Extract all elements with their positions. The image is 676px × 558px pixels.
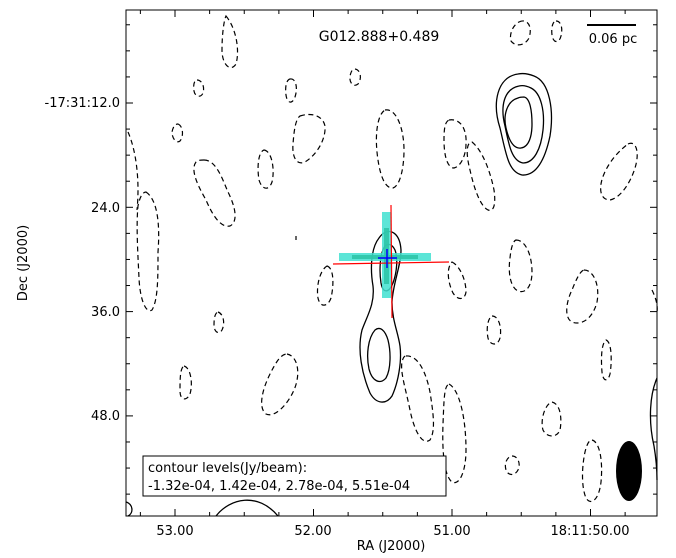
legend-levels: -1.32e-04, 1.42e-04, 2.78e-04, 5.51e-04	[148, 479, 410, 494]
negative-contour-e-2	[566, 269, 599, 324]
negative-contour-north-2	[509, 20, 531, 46]
negative-contour-se-2	[504, 455, 520, 476]
negative-contour-w-3	[257, 149, 274, 189]
negative-contour-e-1	[508, 239, 533, 293]
positive-contour-center-inner-top	[379, 243, 398, 292]
positive-contour-center-outer	[359, 230, 402, 403]
negative-contour-w-4	[136, 191, 160, 312]
y-tick-label-2: 24.0	[91, 201, 120, 216]
chart-title: G012.888+0.489	[319, 29, 440, 45]
x-axis-label: RA (J2000)	[357, 539, 426, 554]
positive-contour-east-edge	[649, 377, 658, 481]
negative-contour-n-4	[443, 119, 467, 169]
positive-contour-ne-inner	[504, 96, 533, 149]
negative-contour-west-edge	[127, 131, 139, 211]
positive-contour-ne-outer	[495, 72, 553, 176]
negative-contour-se-1	[541, 401, 562, 437]
negative-contour-center-1	[316, 265, 334, 306]
negative-contour-se-3	[581, 439, 603, 503]
negative-contour-w-2	[193, 159, 236, 227]
contour-lines	[125, 14, 658, 517]
scale-bar-label: 0.06 pc	[589, 32, 637, 47]
x-tick-label-2: 52.00	[294, 524, 331, 539]
beam-ellipse	[616, 441, 642, 501]
negative-contour-center-2	[447, 261, 467, 300]
negative-contour-ne-2	[600, 142, 638, 201]
negative-contour-w-1	[171, 123, 184, 143]
x-tick-label-4: 18:11:50.00	[550, 524, 629, 539]
negative-contour-ne-1	[466, 141, 496, 211]
x-tick-label-1: 53.00	[156, 524, 193, 539]
negative-contour-w-6	[179, 365, 192, 400]
negative-contour-w-5	[213, 311, 225, 334]
negative-contour-center-3	[486, 315, 502, 345]
positive-contour-center-inner-bottom	[367, 327, 391, 383]
positive-contour-south	[215, 499, 279, 517]
negative-contour-e-edge-1	[651, 289, 658, 313]
positive-contour-sw-corner	[125, 501, 133, 517]
red-cross-vertical	[390, 204, 393, 319]
legend-title: contour levels(Jy/beam):	[148, 461, 307, 476]
plot-frame	[125, 9, 658, 517]
y-axis-label: Dec (J2000)	[16, 225, 31, 301]
negative-contour-e-3	[600, 339, 612, 381]
positive-contour-ne-middle	[502, 84, 545, 164]
axis-ticks	[126, 10, 657, 516]
negative-contour-nw-1	[193, 79, 205, 97]
negative-contour-sw-1	[261, 353, 299, 416]
x-tick-label-3: 51.00	[433, 524, 470, 539]
y-tick-label-3: 36.0	[91, 305, 120, 320]
negative-contour-n-2	[292, 113, 326, 164]
negative-contour-s-1	[401, 355, 435, 442]
y-tick-label-4: 48.0	[91, 409, 120, 424]
negative-contour-nw-2	[285, 78, 297, 103]
legend-box	[142, 455, 447, 497]
y-tick-label-1: -17:31:12.0	[45, 96, 120, 111]
negative-contour-n-1	[349, 68, 361, 86]
negative-contour-north-1	[221, 14, 239, 69]
negative-contour-n-3	[375, 109, 405, 189]
negative-contour-north-3	[551, 20, 563, 43]
position-markers	[332, 204, 450, 319]
